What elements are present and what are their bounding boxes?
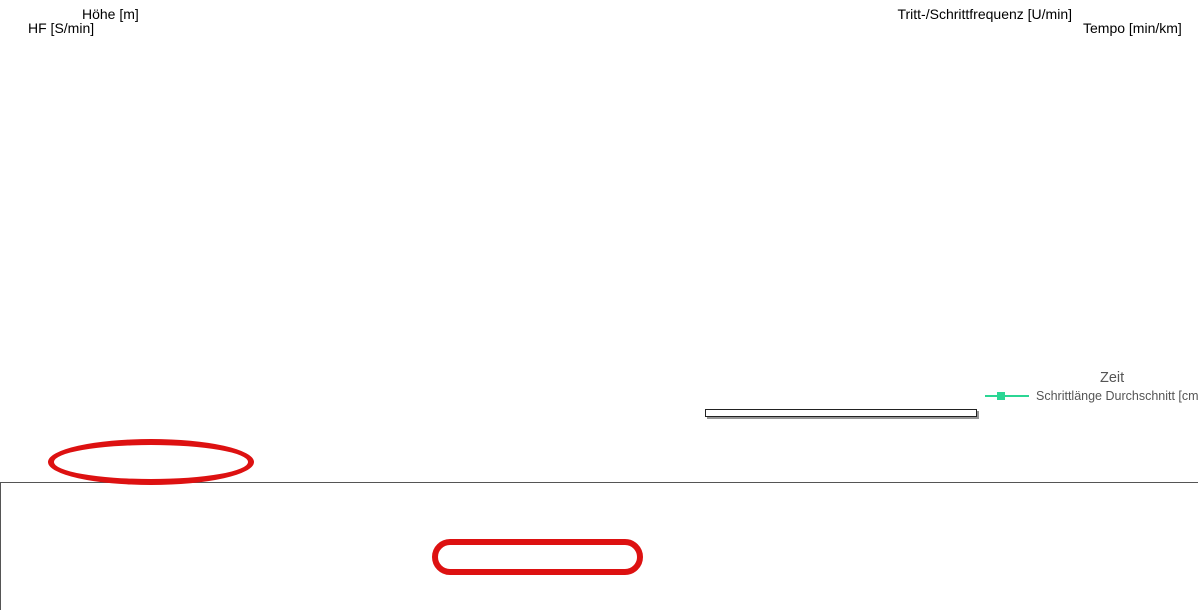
chart-legend: Schrittlänge Durchschnitt [cm] <box>985 389 1198 403</box>
legend-square-marker-icon <box>997 392 1005 400</box>
highlight-circle-cursor-distanz <box>48 439 254 485</box>
elevation-axis-title: Höhe [m] <box>82 6 139 22</box>
training-chart[interactable] <box>0 0 1198 405</box>
legend-label: Schrittlänge Durchschnitt [cm] <box>1036 389 1198 403</box>
training-summary-table <box>0 482 1198 610</box>
time-axis-title: Zeit <box>1100 370 1125 386</box>
tempo-axis-title: Tempo [min/km] <box>1083 20 1182 36</box>
cadence-axis-title: Tritt-/Schrittfrequenz [U/min] <box>897 6 1072 22</box>
legend-line <box>985 392 1029 400</box>
hf-axis-title: HF [S/min] <box>28 20 95 36</box>
gradient-split-box <box>705 409 977 417</box>
